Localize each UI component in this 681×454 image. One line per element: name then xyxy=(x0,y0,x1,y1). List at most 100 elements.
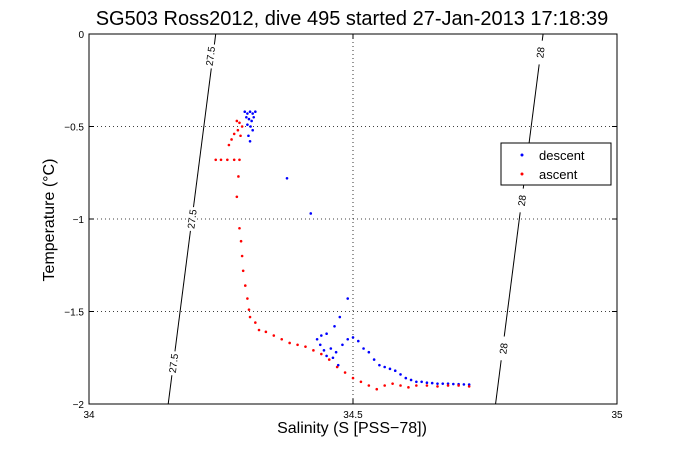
ascent-point-6 xyxy=(230,138,233,141)
descent-point-48 xyxy=(441,382,445,385)
isopycnal-label-0: 27.5 xyxy=(205,46,218,67)
descent-point-43 xyxy=(415,380,418,384)
ascent-point-9 xyxy=(219,158,223,162)
ascent-point-23 xyxy=(254,321,257,324)
descent-point-40 xyxy=(399,373,402,376)
descent-point-4 xyxy=(254,110,257,113)
ascent-point-1 xyxy=(238,121,241,125)
ascent-point-42 xyxy=(399,384,402,387)
ascent-point-22 xyxy=(248,315,252,319)
descent-point-21 xyxy=(315,337,319,341)
descent-point-5 xyxy=(245,115,248,119)
descent-point-33 xyxy=(362,347,365,350)
ascent-point-48 xyxy=(457,384,460,387)
descent-point-45 xyxy=(425,381,429,385)
descent-point-29 xyxy=(341,343,344,347)
legend-descent-label: descent xyxy=(539,148,585,163)
isopycnal-label-2: 27.5 xyxy=(168,353,181,374)
ascent-point-15 xyxy=(238,226,241,230)
isopycnal-label-bg-4 xyxy=(515,187,529,214)
isopycnal-label-bg-5 xyxy=(496,335,510,362)
descent-point-36 xyxy=(378,363,381,367)
ascent-point-18 xyxy=(241,269,245,273)
descent-point-2 xyxy=(248,110,252,113)
isopycnal-label-bg-3 xyxy=(533,39,547,66)
ascent-point-28 xyxy=(288,341,291,345)
y-tick-label-1: −1.5 xyxy=(64,308,84,319)
ascent-point-3 xyxy=(236,128,240,132)
ascent-point-20 xyxy=(246,297,249,300)
descent-point-25 xyxy=(329,347,333,350)
descent-point-31 xyxy=(351,336,355,339)
descent-point-46 xyxy=(430,381,434,385)
ascent-point-24 xyxy=(257,328,261,332)
ascent-point-5 xyxy=(232,132,236,136)
ascent-point-16 xyxy=(239,239,243,243)
descent-point-44 xyxy=(420,380,423,384)
ascent-point-34 xyxy=(335,365,339,369)
ascent-point-45 xyxy=(425,384,429,387)
descent-point-30 xyxy=(346,337,350,341)
descent-point-8 xyxy=(252,115,256,119)
descent-point-19 xyxy=(325,332,328,336)
ascent-point-2 xyxy=(240,125,244,128)
isopycnal-label-3: 28 xyxy=(535,46,547,59)
ascent-point-31 xyxy=(312,349,315,352)
descent-point-9 xyxy=(246,123,249,126)
isopycnal-label-bg-0 xyxy=(203,43,217,69)
ascent-point-11 xyxy=(232,158,236,162)
descent-point-35 xyxy=(372,358,376,361)
isopycnal-label-1: 27.5 xyxy=(186,208,199,229)
descent-point-17 xyxy=(338,315,342,319)
ascent-point-4 xyxy=(239,134,242,138)
ascent-point-0 xyxy=(235,119,239,123)
x-tick-label-2: 35 xyxy=(611,410,623,421)
descent-point-14 xyxy=(285,177,289,180)
descent-point-7 xyxy=(250,119,253,123)
legend-descent-marker xyxy=(520,153,524,157)
ascent-point-26 xyxy=(272,334,276,337)
legend-ascent-marker xyxy=(520,172,524,176)
ascent-point-41 xyxy=(391,382,394,385)
ascent-point-8 xyxy=(214,158,218,162)
descent-point-10 xyxy=(249,125,252,128)
descent-point-0 xyxy=(243,110,247,113)
ascent-point-17 xyxy=(240,254,244,258)
ascent-point-33 xyxy=(327,358,331,361)
descent-point-32 xyxy=(356,339,360,343)
ascent-point-19 xyxy=(243,284,247,287)
descent-point-49 xyxy=(446,382,450,385)
ascent-point-38 xyxy=(367,384,371,387)
ascent-point-39 xyxy=(375,387,379,391)
ascent-point-35 xyxy=(343,371,347,374)
ascent-point-12 xyxy=(238,158,241,162)
x-tick-label-1: 34.5 xyxy=(343,410,363,421)
y-tick-label-0: −2 xyxy=(73,400,85,411)
legend: descent ascent xyxy=(500,142,612,186)
isopycnal-label-bg-2 xyxy=(166,350,180,376)
ascent-point-36 xyxy=(351,376,355,380)
ascent-point-46 xyxy=(436,385,439,388)
descent-point-15 xyxy=(309,212,313,215)
ascent-point-32 xyxy=(320,352,323,356)
descent-point-18 xyxy=(333,325,336,328)
x-axis-label: Salinity (S [PSS−78]) xyxy=(277,420,427,437)
descent-point-42 xyxy=(409,378,413,382)
descent-point-34 xyxy=(367,350,371,354)
descent-point-6 xyxy=(247,117,251,121)
ascent-point-37 xyxy=(359,380,363,384)
axis-ticks: 34 34.5 35 −2 −1.5 −1 −0.5 0 xyxy=(64,30,623,421)
x-tick-label-0: 34 xyxy=(83,410,95,421)
descent-point-12 xyxy=(247,134,250,138)
ascent-point-47 xyxy=(446,384,450,387)
y-axis-label: Temperature (°C) xyxy=(41,159,58,282)
descent-point-52 xyxy=(462,383,466,386)
y-tick-label-4: 0 xyxy=(78,30,84,41)
descent-point-24 xyxy=(325,354,328,358)
descent-point-1 xyxy=(246,112,249,115)
descent-point-41 xyxy=(404,376,408,380)
descent-point-37 xyxy=(383,365,386,369)
ascent-point-29 xyxy=(296,343,299,347)
isopycnal-lines xyxy=(167,33,544,405)
